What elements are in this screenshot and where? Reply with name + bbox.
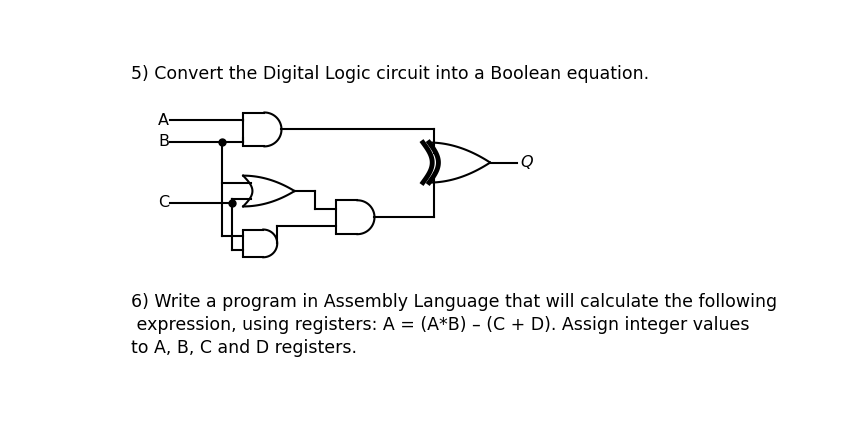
Text: to A, B, C and D registers.: to A, B, C and D registers. xyxy=(131,339,357,357)
Text: C: C xyxy=(158,195,169,210)
Text: B: B xyxy=(158,134,169,149)
Text: 5) Convert the Digital Logic circuit into a Boolean equation.: 5) Convert the Digital Logic circuit int… xyxy=(131,65,649,83)
Text: A: A xyxy=(158,113,169,128)
Text: Q: Q xyxy=(520,155,533,170)
Text: expression, using registers: A = (A*B) – (C + D). Assign integer values: expression, using registers: A = (A*B) –… xyxy=(131,316,749,334)
Text: 6) Write a program in Assembly Language that will calculate the following: 6) Write a program in Assembly Language … xyxy=(131,293,777,311)
